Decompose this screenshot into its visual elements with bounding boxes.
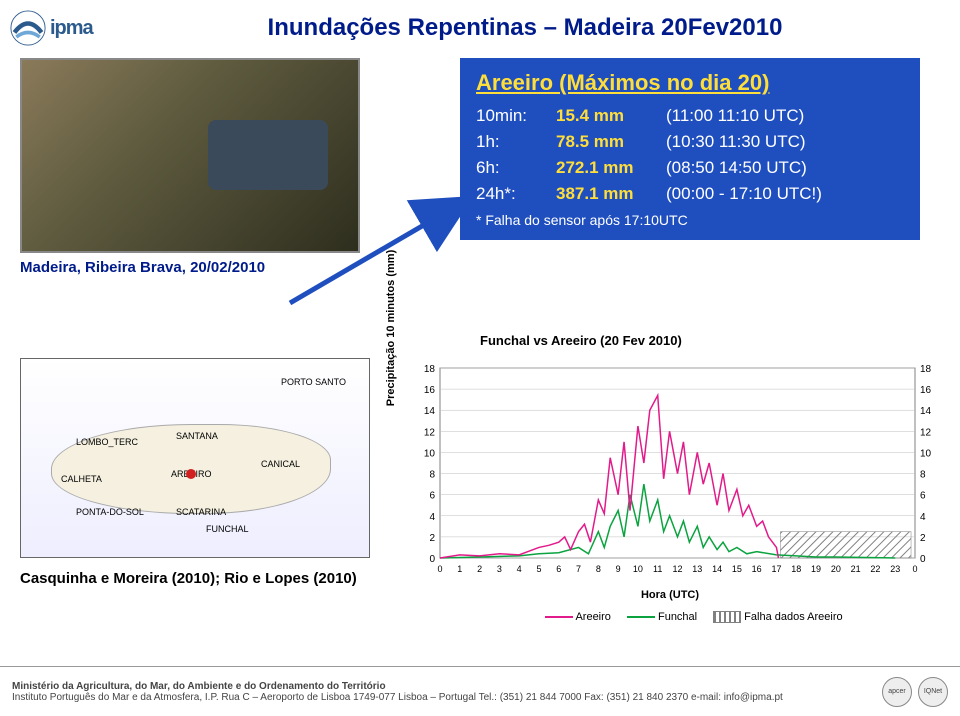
svg-text:19: 19 — [811, 564, 821, 574]
logo-text: ipma — [50, 17, 93, 40]
svg-text:5: 5 — [536, 564, 541, 574]
svg-text:10: 10 — [633, 564, 643, 574]
map-label: PONTA-DO-SOL — [76, 507, 144, 517]
svg-text:11: 11 — [653, 564, 662, 574]
footer-line2: Instituto Português do Mar e da Atmosfer… — [12, 692, 872, 703]
svg-text:23: 23 — [890, 564, 900, 574]
row-value: 15.4 mm — [556, 106, 666, 126]
photo-block: Madeira, Ribeira Brava, 20/02/2010 — [20, 58, 360, 276]
svg-text:7: 7 — [576, 564, 581, 574]
svg-text:14: 14 — [712, 564, 722, 574]
source-citation: Casquinha e Moreira (2010); Rio e Lopes … — [20, 570, 357, 587]
data-box: Areeiro (Máximos no dia 20) 10min:15.4 m… — [460, 58, 920, 240]
legend-item: Funchal — [627, 611, 697, 623]
svg-text:16: 16 — [424, 385, 436, 396]
row-time: (10:30 11:30 UTC) — [666, 132, 904, 152]
data-row: 24h*:387.1 mm(00:00 - 17:10 UTC!) — [476, 184, 904, 204]
svg-text:17: 17 — [771, 564, 781, 574]
legend-item: Areeiro — [545, 611, 611, 623]
precipitation-chart: Precipitação 10 minutos (mm) 00224466881… — [395, 358, 945, 623]
chart-ylabel: Precipitação 10 minutos (mm) — [385, 238, 397, 418]
svg-text:2: 2 — [920, 533, 926, 544]
svg-text:10: 10 — [920, 448, 932, 459]
row-time: (11:00 11:10 UTC) — [666, 106, 904, 126]
data-row: 10min:15.4 mm(11:00 11:10 UTC) — [476, 106, 904, 126]
svg-text:6: 6 — [556, 564, 561, 574]
svg-text:18: 18 — [424, 364, 436, 375]
svg-text:4: 4 — [920, 512, 926, 523]
svg-text:9: 9 — [616, 564, 621, 574]
svg-text:0: 0 — [912, 564, 917, 574]
chart-legend: Areeiro Funchal Falha dados Areeiro — [545, 611, 843, 623]
map-label: SCATARINA — [176, 507, 226, 517]
row-value: 387.1 mm — [556, 184, 666, 204]
data-box-note: * Falha do sensor após 17:10UTC — [476, 212, 904, 228]
map-marker — [186, 469, 196, 479]
svg-text:22: 22 — [870, 564, 880, 574]
svg-text:0: 0 — [920, 554, 926, 565]
legend-item: Falha dados Areeiro — [713, 611, 843, 623]
map-label: CALHETA — [61, 474, 102, 484]
map-label: CANICAL — [261, 459, 300, 469]
svg-text:1: 1 — [457, 564, 462, 574]
svg-text:12: 12 — [672, 564, 682, 574]
svg-text:0: 0 — [437, 564, 442, 574]
ipma-logo-icon — [10, 10, 46, 46]
map-label: LOMBO_TERC — [76, 437, 138, 447]
map-label: SANTANA — [176, 431, 218, 441]
svg-text:21: 21 — [851, 564, 861, 574]
svg-text:10: 10 — [424, 448, 436, 459]
svg-text:0: 0 — [429, 554, 435, 565]
row-label: 6h: — [476, 158, 556, 178]
svg-text:4: 4 — [517, 564, 522, 574]
data-row: 1h:78.5 mm(10:30 11:30 UTC) — [476, 132, 904, 152]
svg-text:14: 14 — [920, 406, 932, 417]
photo-caption: Madeira, Ribeira Brava, 20/02/2010 — [20, 259, 360, 276]
page-title: Inundações Repentinas – Madeira 20Fev201… — [100, 14, 950, 42]
row-value: 78.5 mm — [556, 132, 666, 152]
svg-text:3: 3 — [497, 564, 502, 574]
svg-text:12: 12 — [424, 427, 436, 438]
svg-text:18: 18 — [920, 364, 932, 375]
footer: Ministério da Agricultura, do Mar, do Am… — [0, 666, 960, 716]
svg-text:18: 18 — [791, 564, 801, 574]
svg-text:15: 15 — [732, 564, 742, 574]
row-value: 272.1 mm — [556, 158, 666, 178]
logo: ipma — [10, 8, 100, 48]
svg-text:4: 4 — [429, 512, 435, 523]
flood-photo — [20, 58, 360, 253]
svg-text:16: 16 — [752, 564, 762, 574]
row-time: (00:00 - 17:10 UTC!) — [666, 184, 904, 204]
data-box-title: Areeiro (Máximos no dia 20) — [476, 70, 904, 96]
svg-text:2: 2 — [477, 564, 482, 574]
header: ipma Inundações Repentinas – Madeira 20F… — [0, 0, 960, 48]
chart-xlabel: Hora (UTC) — [395, 589, 945, 601]
svg-text:16: 16 — [920, 385, 932, 396]
svg-text:14: 14 — [424, 406, 436, 417]
map-label: PORTO SANTO — [281, 377, 346, 387]
svg-text:8: 8 — [920, 470, 926, 481]
madeira-map: PORTO SANTOLOMBO_TERCSANTANACALHETAAREEI… — [20, 358, 370, 558]
svg-text:6: 6 — [920, 491, 926, 502]
row-label: 1h: — [476, 132, 556, 152]
svg-text:20: 20 — [831, 564, 841, 574]
svg-text:6: 6 — [429, 491, 435, 502]
svg-text:12: 12 — [920, 427, 932, 438]
row-label: 24h*: — [476, 184, 556, 204]
row-time: (08:50 14:50 UTC) — [666, 158, 904, 178]
row-label: 10min: — [476, 106, 556, 126]
chart-title: Funchal vs Areeiro (20 Fev 2010) — [480, 333, 682, 348]
map-label: FUNCHAL — [206, 524, 249, 534]
svg-text:8: 8 — [429, 470, 435, 481]
svg-text:8: 8 — [596, 564, 601, 574]
footer-badge: IQNet — [918, 677, 948, 707]
svg-text:13: 13 — [692, 564, 702, 574]
footer-badge: apcer — [882, 677, 912, 707]
data-row: 6h:272.1 mm(08:50 14:50 UTC) — [476, 158, 904, 178]
svg-text:2: 2 — [429, 533, 435, 544]
footer-line1: Ministério da Agricultura, do Mar, do Am… — [12, 681, 872, 692]
